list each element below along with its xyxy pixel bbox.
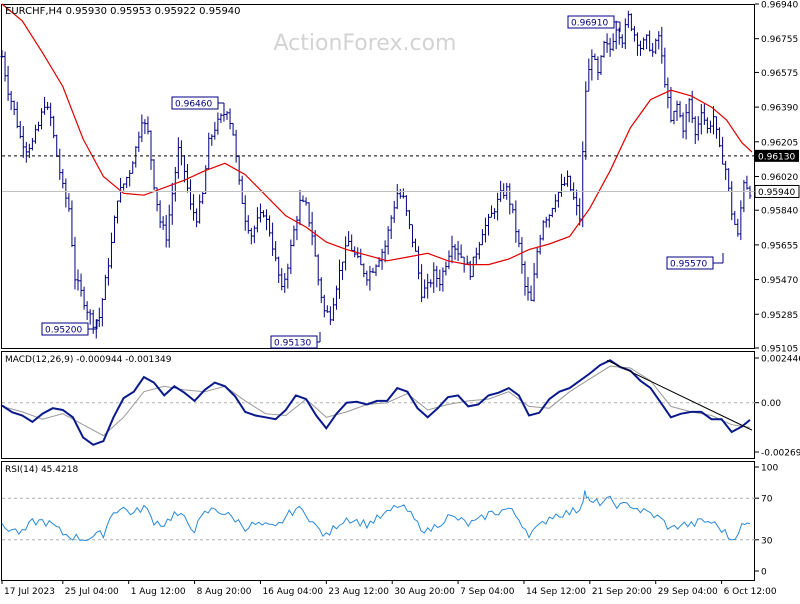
rsi-tick-label: 30: [761, 536, 773, 546]
time-tick-label: 17 Jul 2023: [4, 587, 55, 597]
annotation-label: 0.95130: [274, 339, 311, 349]
time-tick-label: 16 Aug 04:00: [262, 587, 323, 597]
macd-title: MACD(12,26,9) -0.000944 -0.001349: [5, 355, 172, 365]
rsi-title: RSI(14) 45.4218: [5, 465, 78, 475]
time-tick-label: 25 Jul 04:00: [65, 587, 119, 597]
price-tick-label: 0.96020: [761, 173, 798, 183]
price-tick-label: 0.96940: [761, 1, 798, 11]
watermark: ActionForex.com: [274, 31, 457, 56]
price-tick-label: 0.96575: [761, 69, 798, 79]
time-tick-label: 8 Aug 20:00: [197, 587, 252, 597]
price-tick-label: 0.96205: [761, 138, 798, 148]
time-tick-label: 30 Aug 20:00: [394, 587, 455, 597]
current-price-label: 0.95940: [758, 188, 795, 198]
price-tick-label: 0.95655: [761, 241, 798, 251]
annotation-label: 0.95570: [670, 260, 707, 270]
time-tick-label: 7 Sep 04:00: [460, 587, 515, 597]
annotation-label: 0.95200: [45, 326, 82, 336]
rsi-tick-label: 70: [761, 495, 773, 505]
time-tick-label: 6 Oct 12:00: [724, 587, 777, 597]
time-tick-label: 1 Aug 12:00: [131, 587, 186, 597]
rsi-tick-label: 0: [761, 568, 767, 578]
reference-price-label: 0.96130: [758, 152, 795, 162]
price-tick-label: 0.95105: [761, 345, 798, 355]
macd-tick-label: -0.002696: [761, 449, 800, 459]
annotation-label: 0.96910: [571, 19, 608, 29]
time-tick-label: 21 Sep 20:00: [592, 587, 652, 597]
time-tick-label: 14 Sep 12:00: [526, 587, 586, 597]
price-tick-label: 0.95840: [761, 207, 798, 217]
price-tick-label: 0.96390: [761, 104, 798, 114]
price-tick-label: 0.95285: [761, 311, 798, 321]
symbol-header: EURCHF,H4 0.95930 0.95953 0.95922 0.9594…: [5, 6, 241, 17]
price-tick-label: 0.96755: [761, 35, 798, 45]
macd-tick-label: 0.00: [761, 399, 781, 409]
price-tick-label: 0.95470: [761, 276, 798, 286]
time-tick-label: 23 Aug 12:00: [328, 587, 389, 597]
time-tick-label: 29 Sep 04:00: [658, 587, 718, 597]
macd-tick-label: 0.002446: [761, 355, 800, 365]
rsi-tick-label: 100: [761, 464, 778, 474]
annotation-label: 0.96460: [175, 100, 212, 110]
